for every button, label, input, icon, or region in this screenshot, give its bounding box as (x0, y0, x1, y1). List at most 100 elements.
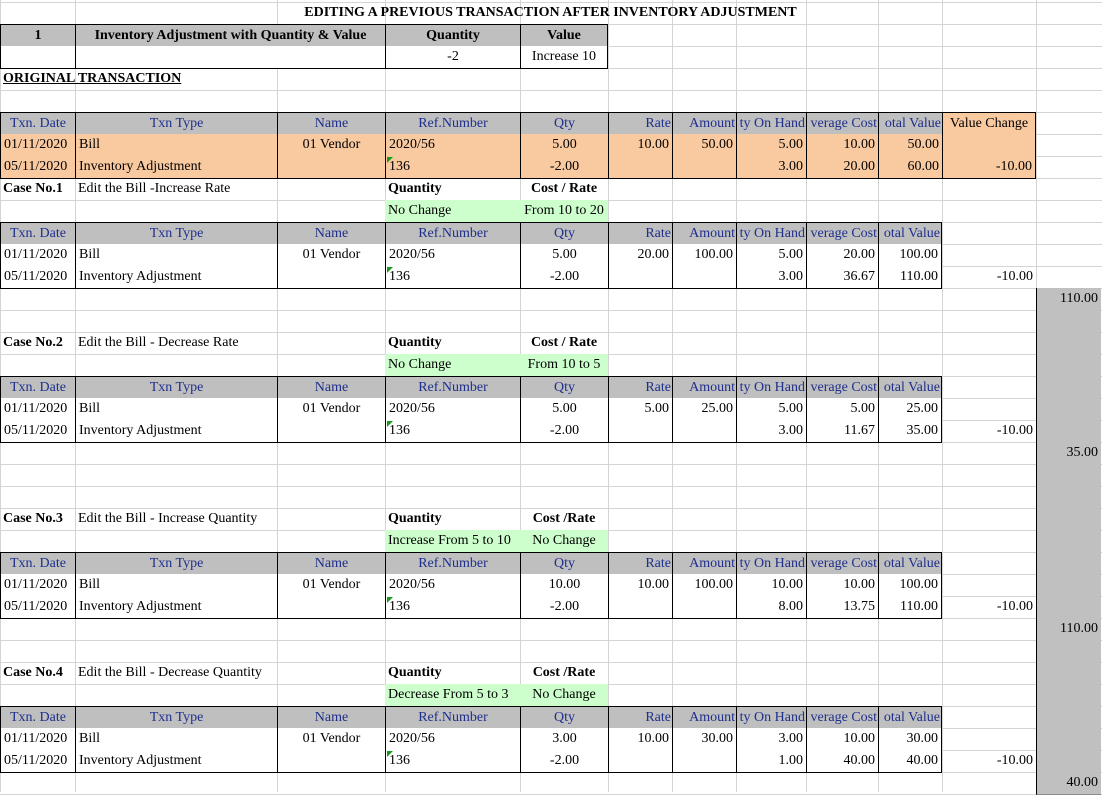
column-header[interactable]: Ref.Number (385, 552, 520, 575)
case-cell[interactable]: 05/11/2020 (0, 596, 75, 619)
case-cell[interactable]: 2020/56 (385, 574, 520, 597)
top-header-value[interactable]: Value (520, 24, 608, 47)
case-value-change[interactable]: -10.00 (996, 423, 1033, 438)
original-cell[interactable]: -10.00 (942, 156, 1036, 179)
column-header[interactable]: Txn. Date (0, 222, 75, 245)
original-cell[interactable]: 50.00 (878, 134, 942, 157)
case-cell[interactable]: Bill (75, 398, 277, 421)
column-header[interactable]: Txn. Date (0, 376, 75, 399)
top-header-quantity[interactable]: Quantity (385, 24, 520, 47)
case-number[interactable]: Case No.4 (3, 665, 63, 680)
case-cell[interactable]: 5.00 (520, 398, 608, 421)
case-cell[interactable]: 8.00 (736, 596, 806, 619)
case-cell[interactable]: 3.00 (520, 728, 608, 751)
case-cell[interactable] (277, 266, 385, 289)
side-cell[interactable] (1036, 398, 1101, 421)
side-cell[interactable] (1036, 662, 1101, 685)
case-cell[interactable]: Inventory Adjustment (75, 596, 277, 619)
case-cell[interactable] (277, 750, 385, 773)
case-cell[interactable]: 3.00 (736, 266, 806, 289)
case-cell[interactable]: 136 (385, 596, 520, 619)
original-cell[interactable]: 60.00 (878, 156, 942, 179)
original-cell[interactable]: 05/11/2020 (0, 156, 75, 179)
case-cost-note[interactable]: From 10 to 20 (520, 200, 608, 223)
case-number[interactable]: Case No.1 (3, 181, 63, 196)
column-header[interactable]: Name (277, 376, 385, 399)
case-cell[interactable]: 35.00 (878, 420, 942, 443)
case-cell[interactable]: 10.00 (806, 728, 878, 751)
column-header[interactable]: Qty (520, 376, 608, 399)
side-cell[interactable] (1036, 310, 1101, 333)
case-cell[interactable]: 3.00 (736, 728, 806, 751)
column-header[interactable]: ty On Hand (736, 552, 806, 575)
column-header[interactable]: ty On Hand (736, 112, 806, 135)
case-cell[interactable]: 100.00 (878, 574, 942, 597)
column-header[interactable]: otal Value (878, 112, 942, 135)
case-quantity-label[interactable]: Quantity (388, 335, 442, 350)
original-cell[interactable]: 3.00 (736, 156, 806, 179)
side-cell[interactable] (1036, 552, 1101, 575)
case-cell[interactable] (277, 596, 385, 619)
case-cell[interactable] (608, 596, 672, 619)
side-cell[interactable] (1036, 508, 1101, 531)
case-cost-note[interactable]: From 10 to 5 (520, 354, 608, 377)
side-cell[interactable] (1036, 596, 1101, 619)
case-cell[interactable]: -2.00 (520, 596, 608, 619)
case-cost-label[interactable]: Cost /Rate (532, 665, 596, 680)
case-quantity-note[interactable]: No Change (385, 354, 520, 377)
original-cell[interactable]: 10.00 (608, 134, 672, 157)
top-value-value[interactable]: Increase 10 (520, 46, 608, 69)
top-header-adjustment[interactable]: Inventory Adjustment with Quantity & Val… (75, 24, 385, 47)
column-header[interactable]: Qty (520, 552, 608, 575)
case-description[interactable]: Edit the Bill - Decrease Quantity (78, 665, 262, 680)
original-transaction-label[interactable]: ORIGINAL TRANSACTION (3, 71, 182, 86)
case-cell[interactable]: 01 Vendor (277, 398, 385, 421)
case-cell[interactable]: 100.00 (878, 244, 942, 267)
case-cell[interactable]: 25.00 (878, 398, 942, 421)
case-cell[interactable]: Inventory Adjustment (75, 266, 277, 289)
original-cell[interactable]: 01 Vendor (277, 134, 385, 157)
case-cell[interactable]: 136 (385, 420, 520, 443)
case-cell[interactable]: 2020/56 (385, 398, 520, 421)
case-cell[interactable]: 01 Vendor (277, 728, 385, 751)
case-cell[interactable]: 100.00 (672, 244, 736, 267)
original-cell[interactable]: -2.00 (520, 156, 608, 179)
case-cell[interactable]: 5.00 (806, 398, 878, 421)
case-cell[interactable]: 30.00 (878, 728, 942, 751)
case-cell[interactable]: 25.00 (672, 398, 736, 421)
case-cell[interactable]: 10.00 (520, 574, 608, 597)
case-cell[interactable]: -2.00 (520, 266, 608, 289)
original-cell[interactable] (608, 156, 672, 179)
original-cell[interactable]: Inventory Adjustment (75, 156, 277, 179)
case-cost-note[interactable]: No Change (520, 684, 608, 707)
column-header[interactable]: Amount (672, 706, 736, 729)
top-quantity-value[interactable]: -2 (385, 46, 520, 69)
original-cell[interactable] (277, 156, 385, 179)
case-cell[interactable]: 20.00 (806, 244, 878, 267)
case-cell[interactable]: 2020/56 (385, 244, 520, 267)
column-header[interactable]: otal Value (878, 706, 942, 729)
side-cell[interactable] (1036, 464, 1101, 487)
original-cell[interactable]: 5.00 (520, 134, 608, 157)
top-header-number[interactable]: 1 (0, 24, 75, 47)
side-cell[interactable] (1036, 640, 1101, 663)
case-cell[interactable]: 01 Vendor (277, 574, 385, 597)
side-cell[interactable] (1036, 728, 1101, 751)
case-quantity-note[interactable]: Decrease From 5 to 3 (385, 684, 520, 707)
column-header[interactable]: Rate (608, 376, 672, 399)
side-cell[interactable] (1036, 750, 1101, 773)
case-cell[interactable]: 110.00 (878, 596, 942, 619)
case-cell[interactable]: 36.67 (806, 266, 878, 289)
case-cell[interactable]: 01/11/2020 (0, 728, 75, 751)
case-cell[interactable]: Inventory Adjustment (75, 750, 277, 773)
column-header[interactable]: Amount (672, 222, 736, 245)
case-description[interactable]: Edit the Bill -Increase Rate (78, 181, 231, 196)
case-cell[interactable]: 3.00 (736, 420, 806, 443)
top-cell-blank[interactable] (0, 46, 75, 69)
case-cell[interactable]: 136 (385, 266, 520, 289)
column-header[interactable]: verage Cost (806, 112, 878, 135)
column-header[interactable]: verage Cost (806, 706, 878, 729)
top-cell-blank[interactable] (75, 46, 385, 69)
side-cell[interactable] (1036, 486, 1101, 509)
case-cell[interactable]: 5.00 (736, 244, 806, 267)
